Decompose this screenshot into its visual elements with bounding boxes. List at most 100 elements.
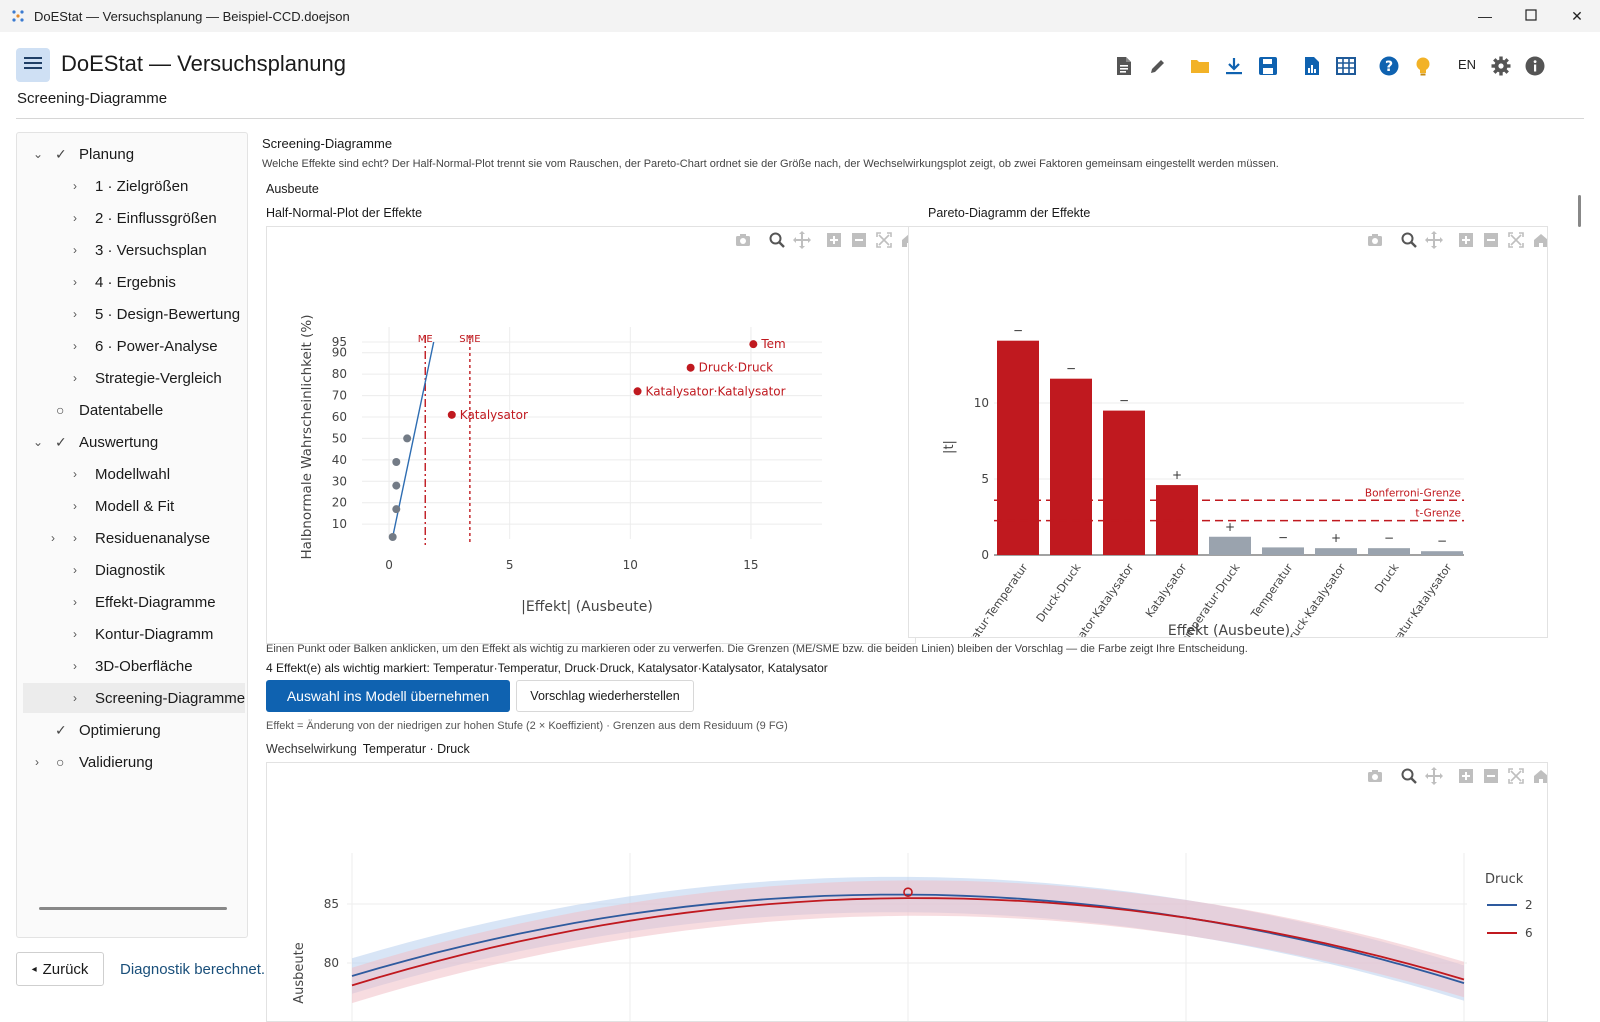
pan-icon[interactable] [1425,231,1443,249]
table-button[interactable] [1334,54,1358,78]
restore-suggestion-button[interactable]: Vorschlag wiederherstellen [516,680,694,712]
camera-icon[interactable] [1366,767,1384,785]
open-folder-button[interactable] [1188,54,1212,78]
new-document-button[interactable] [1112,54,1136,78]
half-normal-plot[interactable]: 0 5 10 15 10 20 30 40 50 60 70 80 90 95 ME SME Katalysat… [266,226,916,644]
zoom-in-icon[interactable] [1457,767,1475,785]
back-button[interactable]: ◂ Zurück [16,952,104,986]
tree-item-3d-oberflaeche[interactable]: › 3D-Oberfläche [73,657,193,675]
autoscale-icon[interactable] [1507,767,1525,785]
edit-icon [1151,60,1164,73]
zoom-out-icon[interactable] [1482,231,1500,249]
edit-button[interactable] [1146,54,1170,78]
tree-item-auswertung[interactable]: ⌄ ✓ Auswertung [33,433,159,451]
help-icon: ? [1379,56,1399,76]
chevron-right-icon: › [73,595,77,609]
tree-item-einflussgroessen[interactable]: › 2 · Einflussgrößen [73,209,217,227]
chevron-down-icon[interactable]: ⌄ [33,435,44,449]
chevron-down-icon[interactable]: ⌄ [33,147,44,161]
effect-sign-label: − [1119,394,1129,408]
zoom-icon[interactable] [1400,767,1418,785]
apply-selection-button[interactable]: Auswahl ins Modell übernehmen [266,680,510,712]
pareto-chart[interactable]: 0 5 10 − Temperatur·Temperatur − Druck·Druck − K… [909,227,1548,638]
tree-item-versuchsplan[interactable]: › 3 · Versuchsplan [73,241,207,259]
language-button[interactable]: EN [1458,57,1477,72]
tree-item-datentabelle[interactable]: ○ Datentabelle [56,401,164,419]
interaction-plot[interactable]: 80 85 Ausbeute Druck 2 6 [266,762,1548,1022]
close-button[interactable]: ✕ [1554,0,1600,32]
zoom-out-icon[interactable] [1482,767,1500,785]
y-tick-label: 10 [332,517,347,531]
tip-button[interactable] [1411,54,1435,78]
chevron-right-icon: › [73,371,77,385]
tree-item-diagnostik[interactable]: › Diagnostik [73,561,166,579]
tree-item-strategie-vergleich[interactable]: › Strategie-Vergleich [73,369,222,387]
autoscale-icon[interactable] [875,231,893,249]
effect-bar [1209,536,1251,555]
expand-chevron-icon[interactable]: › [35,755,39,769]
camera-icon[interactable] [734,231,752,249]
category-tick-label: Temperatur [1248,561,1296,621]
y-tick-label: 85 [324,897,339,911]
info-button[interactable] [1523,54,1547,78]
open-folder-icon [1191,60,1209,73]
tree-item-ergebnis[interactable]: › 4 · Ergebnis [73,273,176,291]
tree-item-optimierung[interactable]: ✓ Optimierung [55,721,161,739]
settings-button[interactable] [1489,54,1513,78]
tree-item-effekt-diagramme[interactable]: › Effekt-Diagramme [73,593,216,611]
tree-item-modell-fit[interactable]: › Modell & Fit [73,497,175,515]
zoom-icon[interactable] [768,231,786,249]
home-icon[interactable] [1532,767,1548,785]
y-tick-label: 70 [332,389,347,403]
table-icon [1336,57,1356,75]
pareto-title: Pareto-Diagramm der Effekte [928,206,1091,220]
save-button[interactable] [1256,54,1280,78]
svg-text:?: ? [1385,59,1393,75]
checkmark-icon: ✓ [55,145,67,162]
tree-item-validierung[interactable]: › ○ Validierung [35,753,153,771]
pareto-plot[interactable]: 0 5 10 − Temperatur·Temperatur − Druck·Druck − K… [908,226,1548,638]
legend-item-label: 2 [1525,898,1533,912]
minimize-button[interactable]: — [1462,0,1508,32]
tree-item-residuenanalyse[interactable]: › › Residuenanalyse [51,529,211,547]
autoscale-icon[interactable] [1507,231,1525,249]
save-icon [1259,57,1277,75]
zoom-out-icon[interactable] [850,231,868,249]
report-button[interactable] [1300,54,1324,78]
tree-item-kontur-diagramm[interactable]: › Kontur-Diagramm [73,625,214,643]
zoom-icon[interactable] [1400,231,1418,249]
tree-item-screening-diagramme[interactable]: › Screening-Diagramme [23,683,245,713]
expand-chevron-icon[interactable]: › [51,531,55,545]
download-icon [1226,58,1242,75]
maximize-button[interactable] [1508,0,1554,32]
tree-item-power-analyse[interactable]: › 6 · Power-Analyse [73,337,218,355]
pan-icon[interactable] [793,231,811,249]
help-button[interactable]: ? [1377,54,1401,78]
tree-item-modellwahl[interactable]: › Modellwahl [73,465,171,483]
window-title: DoEStat — Versuchsplanung — Beispiel-CCD… [34,8,350,24]
interaction-selector[interactable]: Wechselwirkung Temperatur · Druck [266,742,470,756]
tree-item-planung[interactable]: ⌄ ✓ Planung [33,145,135,163]
camera-icon[interactable] [1366,231,1384,249]
effect-point [447,410,456,419]
zoom-in-icon[interactable] [1457,231,1475,249]
chevron-right-icon: › [73,499,77,513]
threshold-label: t-Grenze [1415,508,1461,520]
hamburger-menu-button[interactable] [16,48,50,82]
download-button[interactable] [1222,54,1246,78]
sidebar-scrollbar[interactable] [39,907,227,910]
tree-item-zielgroessen[interactable]: › 1 · Zielgrößen [73,177,189,195]
effect-point [388,533,397,541]
home-icon[interactable] [1532,231,1548,249]
interaction-value[interactable]: Temperatur · Druck [362,742,470,756]
zoom-in-icon[interactable] [825,231,843,249]
main-scrollbar[interactable] [1578,195,1581,227]
tree-item-design-bewertung[interactable]: › 5 · Design-Bewertung [73,305,241,323]
x-tick-label: 10 [623,558,638,572]
pan-icon[interactable] [1425,767,1443,785]
report-icon [1305,57,1319,75]
window-titlebar: DoEStat — Versuchsplanung — Beispiel-CCD… [0,0,1600,32]
back-arrow-icon: ◂ [31,963,37,975]
